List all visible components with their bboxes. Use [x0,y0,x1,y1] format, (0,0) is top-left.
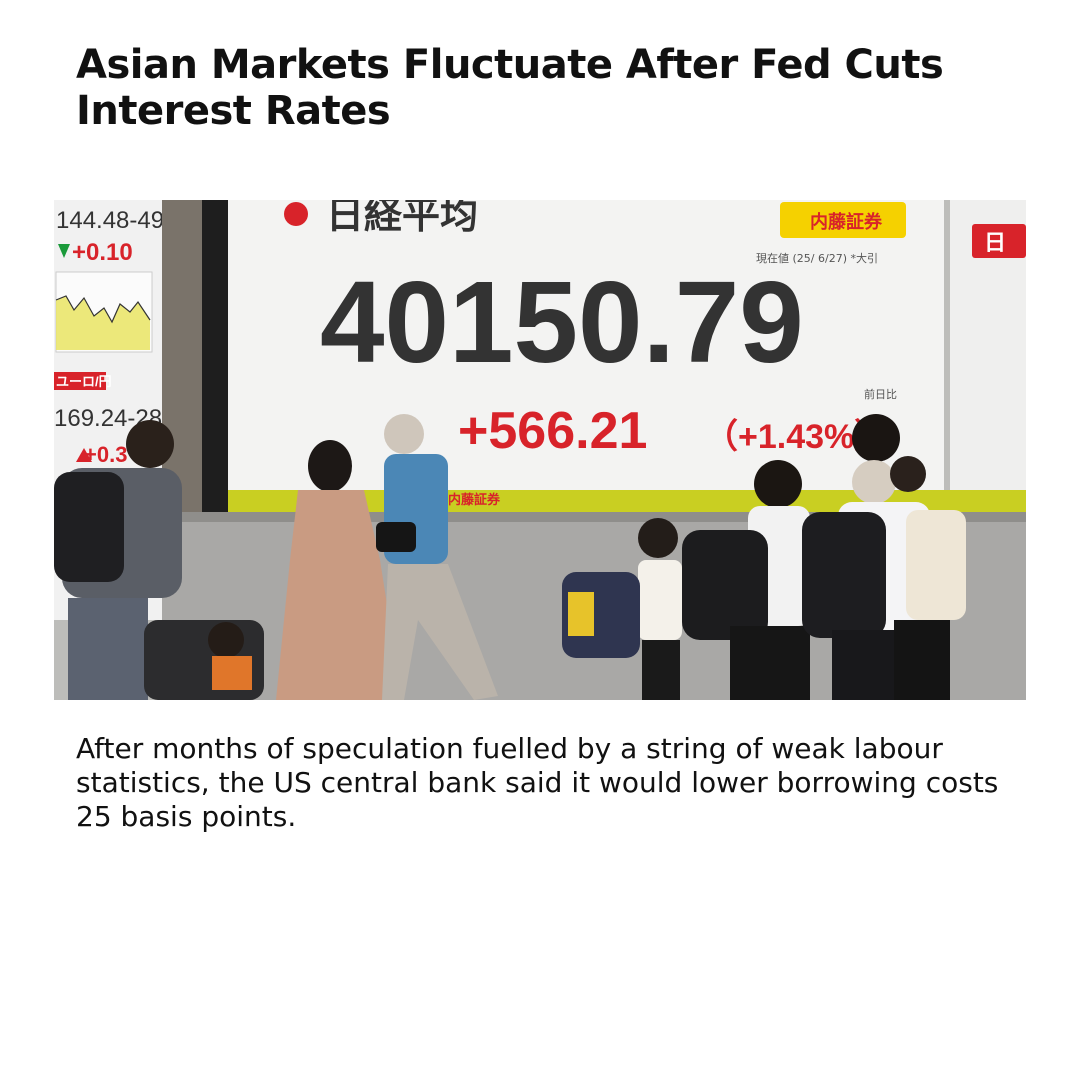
left-panel-currency: ユーロ/円 [56,374,112,389]
pedestrians [54,414,966,700]
board-title: 日経平均 [326,200,478,237]
article-summary: After months of speculation fuelled by a… [76,732,999,833]
left-panel-change2: +0.3 [84,442,127,467]
left-panel-change: +0.10 [72,239,133,266]
stock-board: 日経平均 内藤証券 現在値 (25/ 6/27) *大引 40150.79 前日… [228,200,1026,512]
left-currency-panel: 144.48-49 +0.10 ユーロ/円 169.24-28 +0.3 [54,200,164,620]
up-arrow-icon [76,448,92,462]
broker-logo: 内藤証券 [810,211,883,233]
japan-flag-icon [284,202,308,226]
left-panel-top: 144.48-49 [56,207,164,234]
news-photo: 144.48-49 +0.10 ユーロ/円 169.24-28 +0.3 日経平… [54,200,1026,700]
broker-strip-text: 内藤証券 [448,492,501,508]
down-arrow-icon [58,244,70,258]
board-timestamp: 現在値 (25/ 6/27) *大引 [756,251,878,265]
index-value: 40150.79 [320,257,804,387]
index-change: +566.21 [458,402,647,460]
change-label: 前日比 [864,387,897,401]
headline: Asian Markets Fluctuate After Fed Cuts I… [76,42,944,134]
right-partial-label: 日 [984,231,1006,256]
